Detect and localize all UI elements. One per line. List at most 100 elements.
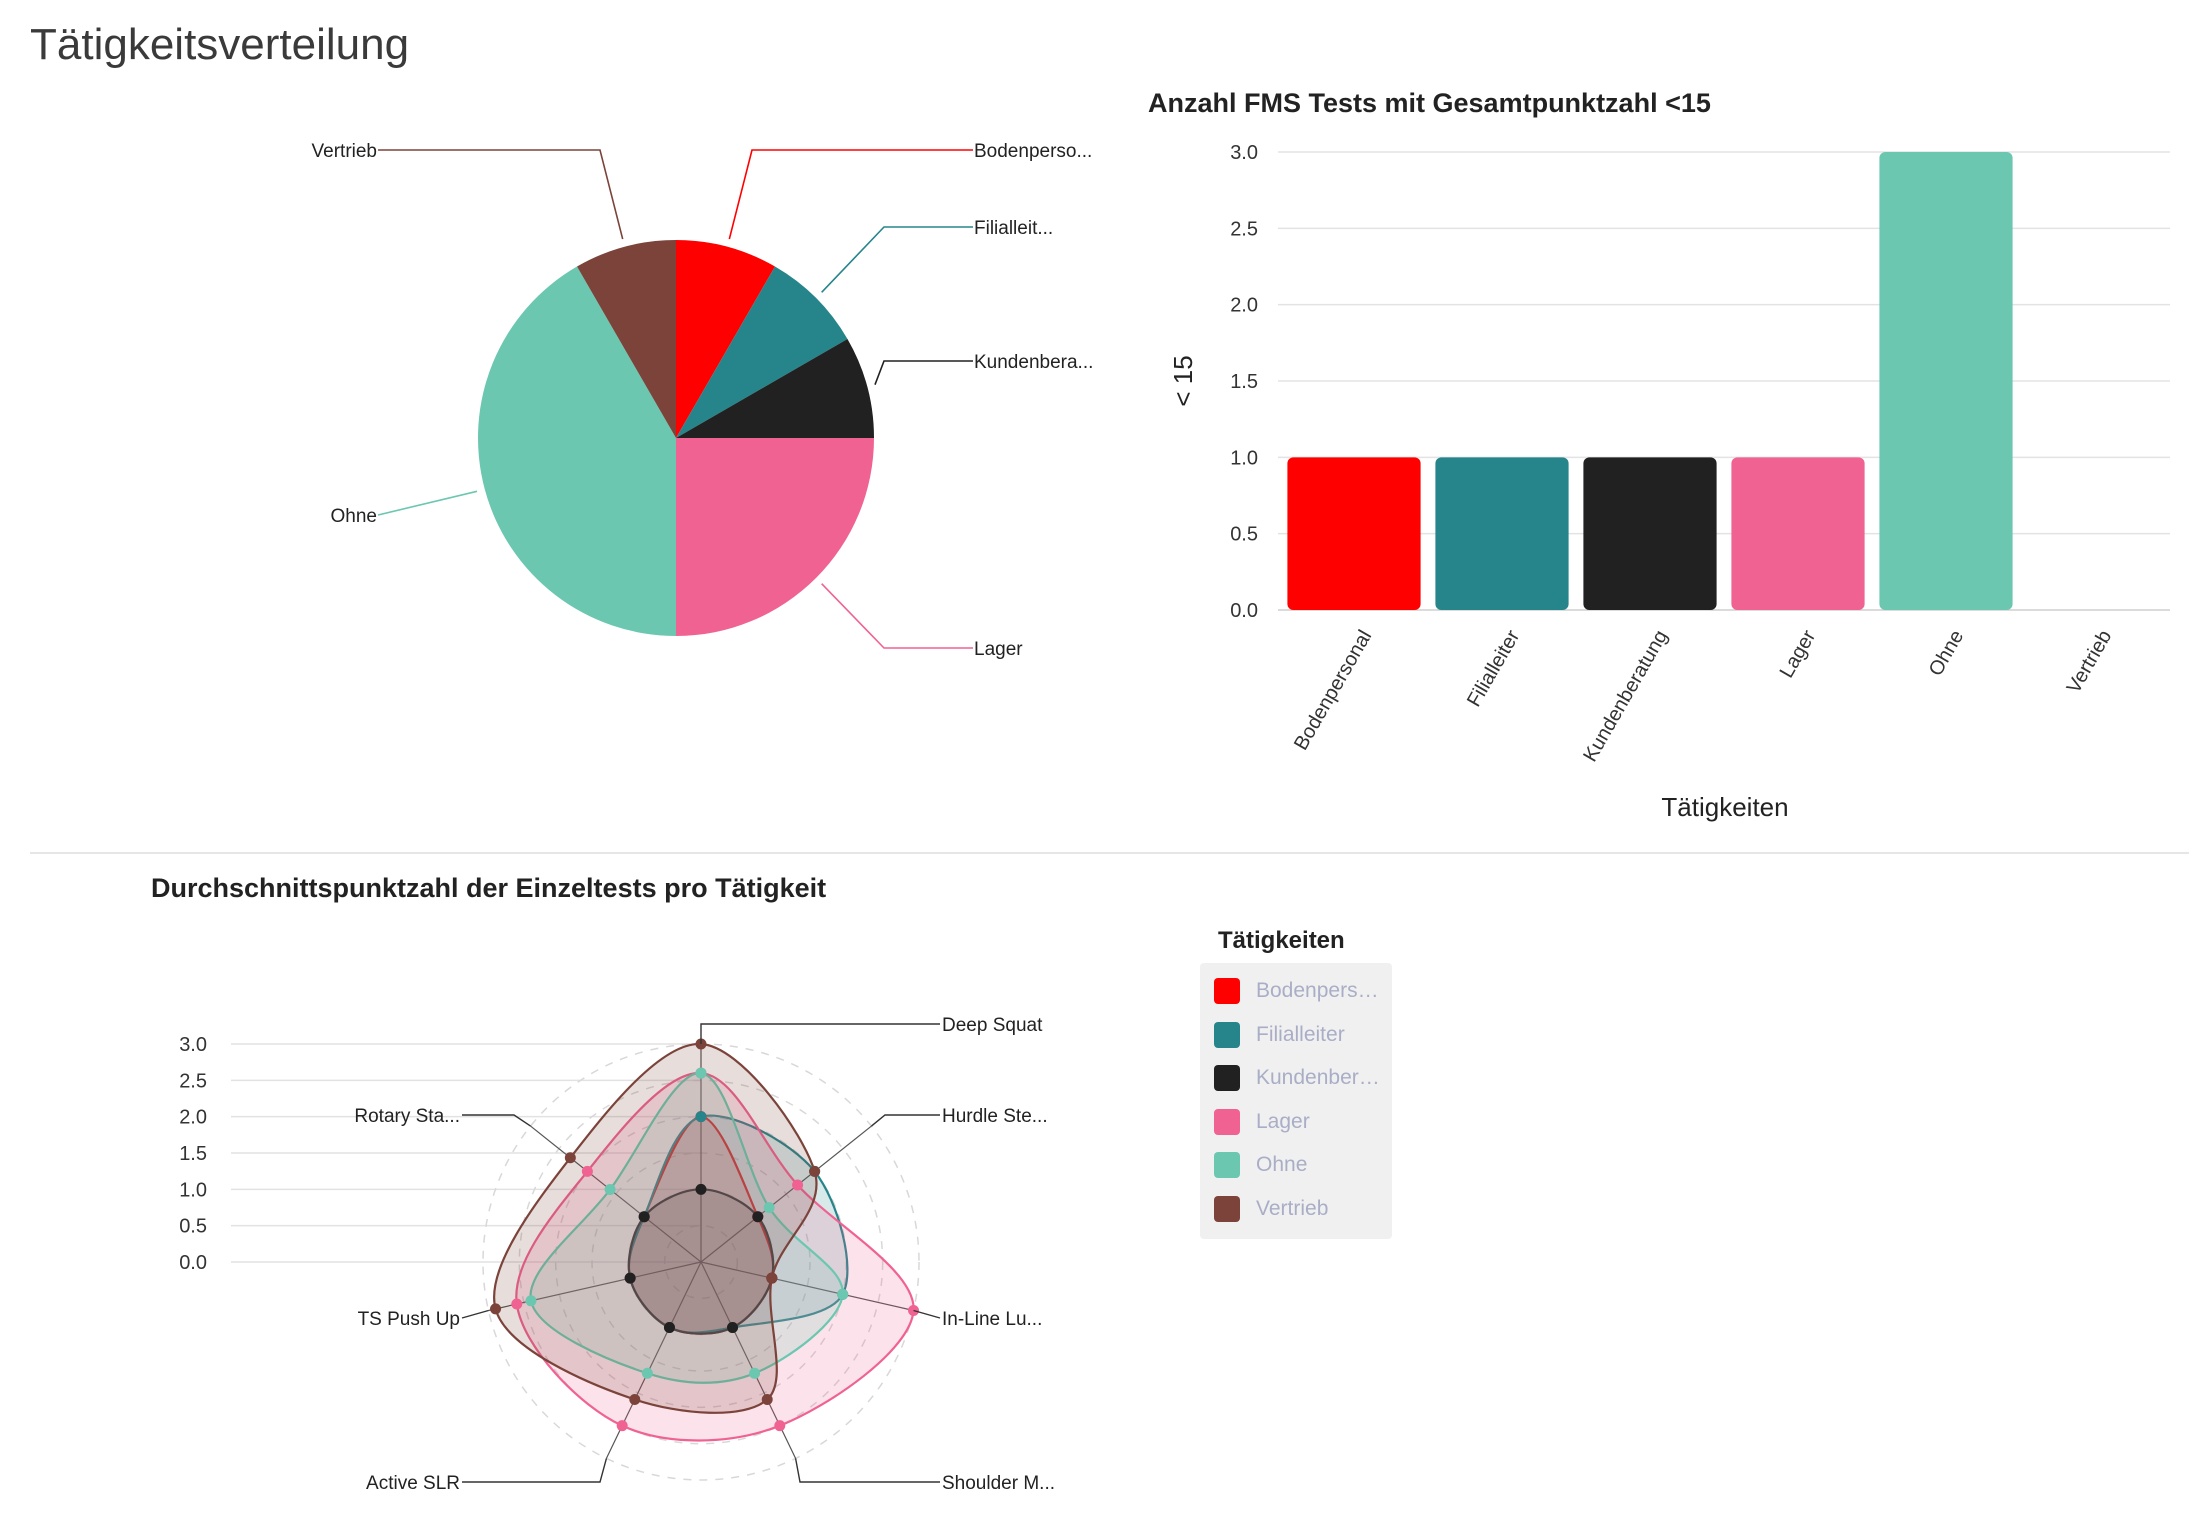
bar-y-tick-label: 2.0 [1230, 295, 1258, 317]
radar-axis-leader [794, 1458, 940, 1483]
page-title: Tätigkeitsverteilung [30, 20, 410, 69]
pie-label-lager: Lager [974, 639, 1023, 660]
radar-point-vertrieb [761, 1393, 773, 1405]
pie-chart: Bodenperso... Filialleit... Kundenbera... L… [312, 141, 1094, 660]
radar-point-kundenberatung [638, 1211, 650, 1223]
legend [1200, 963, 1392, 1239]
radar-axis-label: TS Push Up [358, 1309, 460, 1330]
radar-area-lager [515, 1071, 915, 1442]
radar-scale-label: 2.5 [179, 1070, 207, 1092]
radar-scale-label: 1.0 [179, 1179, 207, 1201]
pie-leader-ohne [377, 490, 478, 516]
legend-label: Bodenperso... [1256, 979, 1386, 1002]
radar-axis-leader [700, 1023, 940, 1044]
radar-point-filialleiter [695, 1111, 707, 1123]
legend-item-kundenberatung[interactable]: Kundenbera... [1214, 1063, 1386, 1093]
radar-axis-leader [461, 1309, 489, 1319]
radar-point-lager [616, 1420, 628, 1432]
radar-axis-leader [462, 1114, 531, 1127]
bar-x-axis-label: Tätigkeiten [1661, 792, 1788, 822]
legend-title: Tätigkeiten [1218, 927, 1345, 954]
radar-axis-leader [462, 1458, 608, 1483]
radar-point-vertrieb [490, 1303, 502, 1315]
legend-label: Ohne [1256, 1153, 1308, 1177]
bar-x-tick-label: Filialleiter [1463, 626, 1524, 710]
legend-item-lager[interactable]: Lager [1214, 1107, 1310, 1137]
radar-axis-label: Rotary Sta... [354, 1106, 460, 1127]
legend-swatch [1214, 1152, 1240, 1179]
pie-leader-kundenberatung [874, 360, 973, 385]
radar-point-ohne [763, 1202, 775, 1214]
bar-y-tick-label: 2.5 [1230, 218, 1258, 240]
bar-chart-title: Anzahl FMS Tests mit Gesamtpunktzahl <15 [1148, 88, 1711, 118]
radar-point-kundenberatung [624, 1272, 636, 1284]
pie-label-bodenpersonal: Bodenperso... [974, 141, 1092, 162]
radar-point-kundenberatung [663, 1321, 675, 1333]
radar-chart-title: Durchschnittspunktzahl der Einzeltests p… [151, 873, 827, 903]
radar-area-vertrieb [493, 1042, 818, 1414]
bar-filialleiter [1435, 457, 1569, 610]
radar-axis-label: In-Line Lu... [942, 1309, 1042, 1330]
bar-y-tick-label: 0.0 [1230, 600, 1258, 622]
legend-item-vertrieb[interactable]: Vertrieb [1214, 1194, 1328, 1224]
radar-spoke [530, 1125, 702, 1263]
radar-scale-label: 3.0 [179, 1034, 207, 1056]
radar-scale-label: 0.0 [179, 1252, 207, 1274]
bar-chart: 0.0 0.5 1.0 1.5 2.0 2.5 3.0 Bodenpersonal Filial… [1168, 142, 2170, 822]
radar-point-lager [792, 1179, 804, 1191]
radar-scale-label: 2.0 [179, 1107, 207, 1129]
pie-slice-bodenpersonal [676, 240, 775, 438]
bar-x-tick-label: Vertrieb [2063, 627, 2117, 698]
pie-leader-vertrieb [378, 149, 624, 240]
legend-label: Kundenbera... [1256, 1066, 1386, 1090]
radar-point-lager [511, 1298, 523, 1310]
radar-axis-label: Deep Squat [942, 1015, 1043, 1036]
radar-point-ohne [525, 1295, 537, 1307]
radar-point-ohne [837, 1288, 849, 1300]
legend-label: Lager [1256, 1109, 1310, 1133]
radar-ring [663, 1224, 739, 1300]
radar-point-ohne [641, 1367, 653, 1379]
radar-spoke [488, 1261, 702, 1312]
bar-x-tick-label: Bodenpersonal [1290, 627, 1376, 755]
radar-point-ohne [749, 1367, 761, 1379]
bar-y-tick-label: 1.5 [1230, 371, 1258, 393]
bar-y-tick-label: 0.5 [1230, 524, 1258, 546]
bar-x-tick-label: Kundenberatung [1579, 627, 1672, 766]
legend-item-filialleiter[interactable]: Filialleiter [1214, 1020, 1345, 1050]
pie-label-ohne: Ohne [331, 506, 377, 527]
pie-leader-filialleiter [821, 226, 973, 293]
radar-scale-label: 0.5 [179, 1216, 207, 1238]
radar-axis-leader [913, 1309, 941, 1319]
radar-point-vertrieb [564, 1152, 576, 1164]
radar-point-lager [774, 1420, 786, 1432]
pie-slice-kundenberatung [676, 339, 874, 438]
pie-slice-filialleiter [676, 266, 848, 438]
radar-point-kundenberatung [695, 1183, 707, 1195]
bar-x-tick-label: Lager [1776, 626, 1821, 682]
legend-label: Vertrieb [1256, 1197, 1329, 1220]
bar-lager [1731, 457, 1865, 610]
pie-label-filialleiter: Filialleit... [974, 218, 1053, 239]
radar-point-ohne [604, 1184, 616, 1196]
legend-swatch [1214, 1065, 1240, 1092]
bar-y-axis-label: < 15 [1168, 355, 1198, 406]
legend-item-ohne[interactable]: Ohne [1214, 1150, 1307, 1180]
bar-y-tick-label: 1.0 [1230, 447, 1258, 469]
bar-bodenpersonal [1287, 457, 1421, 610]
legend-swatch [1214, 1108, 1240, 1135]
legend-swatch [1214, 1196, 1240, 1222]
radar-point-vertrieb [766, 1272, 778, 1284]
pie-slice-vertrieb [577, 240, 676, 438]
radar-scale-label: 1.5 [179, 1143, 207, 1165]
legend-swatch [1214, 1021, 1240, 1048]
bar-x-tick-label: Ohne [1925, 627, 1969, 680]
radar-spoke [700, 1125, 872, 1263]
legend-item-bodenpersonal[interactable]: Bodenperso... [1214, 976, 1386, 1006]
radar-axis-leader [870, 1114, 940, 1127]
radar-area-ohne [529, 1071, 844, 1384]
section-divider [30, 852, 2189, 854]
pie-slice-ohne [478, 266, 676, 636]
radar-axis-label: Shoulder M... [942, 1473, 1055, 1494]
